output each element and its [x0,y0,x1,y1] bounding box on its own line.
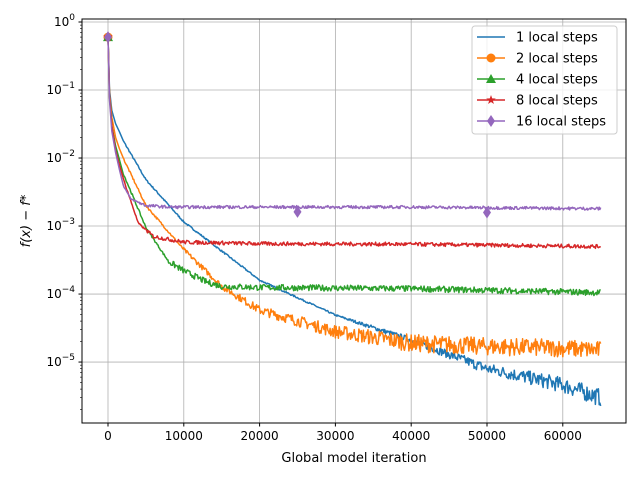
data-marker [293,205,302,218]
legend-label: 1 local steps [516,31,598,46]
series-line-3 [107,37,601,297]
y-tick-label: 10−4 [46,285,75,301]
series-line-1 [107,37,602,407]
y-tick-label: 10−3 [46,217,75,233]
legend-marker [486,95,496,104]
y-axis-label: f(x) − f* [19,194,34,247]
y-tick-label: 100 [54,13,75,29]
x-tick-label: 0 [104,429,112,443]
legend-box [471,25,618,135]
legend-label: 2 local steps [516,52,598,67]
x-axis-label: Global model iteration [281,451,426,466]
x-tick-label: 40000 [392,429,430,443]
legend-marker [486,53,496,63]
series-line-2 [107,37,602,358]
legend-label: 4 local steps [516,73,598,88]
series-line-5 [107,37,602,211]
x-tick-label: 50000 [468,429,506,443]
legend-label: 8 local steps [516,94,598,109]
data-marker [103,31,112,44]
y-tick-label: 10−1 [46,81,75,97]
legend: 1 local steps 2 local steps 4 local steps 8… [471,25,618,135]
axes-frame [81,18,627,424]
legend-marker [486,74,496,83]
data-marker [482,206,491,219]
series-line-4 [107,37,602,250]
series-lines [107,37,602,407]
x-tick-label: 20000 [241,429,279,443]
series-markers [102,31,491,219]
y-axis-ticks: 100 10−1 10−2 10−3 10−4 10−5 [46,13,82,410]
y-tick-label: 10−5 [46,353,75,369]
y-tick-label: 10−2 [46,149,75,165]
x-tick-label: 60000 [544,429,582,443]
x-tick-label: 30000 [316,429,354,443]
x-tick-label: 10000 [165,429,203,443]
legend-marker [487,115,495,127]
x-axis-ticks: 0 10000 20000 30000 40000 50000 60000 [104,423,582,443]
legend-label: 16 local steps [516,115,606,130]
